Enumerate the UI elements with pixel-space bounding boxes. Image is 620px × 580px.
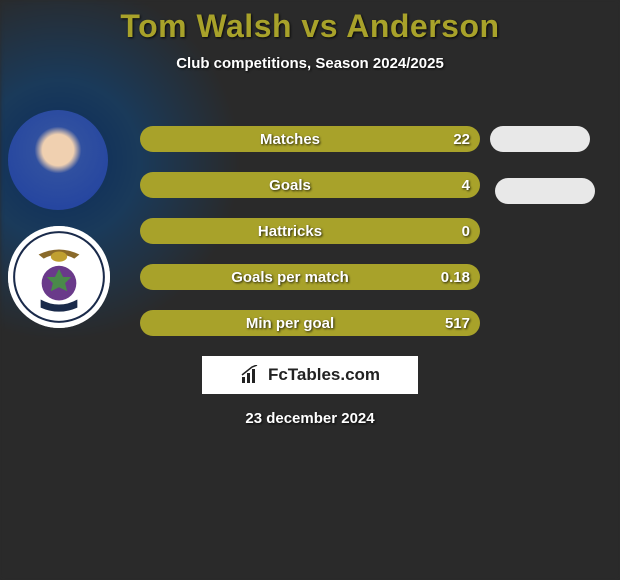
- avatar-club-badge: [8, 226, 110, 328]
- date-text: 23 december 2024: [0, 410, 620, 427]
- bar-label: Goals: [140, 172, 440, 198]
- bar-label: Hattricks: [140, 218, 440, 244]
- logo-text: FcTables.com: [268, 365, 380, 385]
- bar-value: 0.18: [441, 264, 470, 290]
- bar-label: Matches: [140, 126, 440, 152]
- title-player2: Anderson: [346, 8, 499, 44]
- avatar-player1: [8, 110, 108, 210]
- bar-value: 517: [445, 310, 470, 336]
- title-player1: Tom Walsh: [120, 8, 292, 44]
- bar-chart-icon: [240, 365, 262, 385]
- bar-matches: Matches 22: [140, 126, 480, 152]
- comparison-pill-1: [490, 126, 590, 152]
- page-title: Tom Walsh vs Anderson: [0, 0, 620, 45]
- title-vs: vs: [301, 8, 338, 44]
- bar-label: Goals per match: [140, 264, 440, 290]
- bar-value: 4: [462, 172, 470, 198]
- comparison-pill-2: [495, 178, 595, 204]
- bar-hattricks: Hattricks 0: [140, 218, 480, 244]
- bar-goals-per-match: Goals per match 0.18: [140, 264, 480, 290]
- bar-min-per-goal: Min per goal 517: [140, 310, 480, 336]
- bar-value: 0: [462, 218, 470, 244]
- stat-bars: Matches 22 Goals 4 Hattricks 0 Goals per…: [140, 126, 480, 356]
- bar-goals: Goals 4: [140, 172, 480, 198]
- bar-label: Min per goal: [140, 310, 440, 336]
- avatars: [8, 110, 110, 328]
- subtitle: Club competitions, Season 2024/2025: [0, 55, 620, 72]
- bar-value: 22: [453, 126, 470, 152]
- content: Tom Walsh vs Anderson Club competitions,…: [0, 0, 620, 72]
- fctables-logo: FcTables.com: [202, 356, 418, 394]
